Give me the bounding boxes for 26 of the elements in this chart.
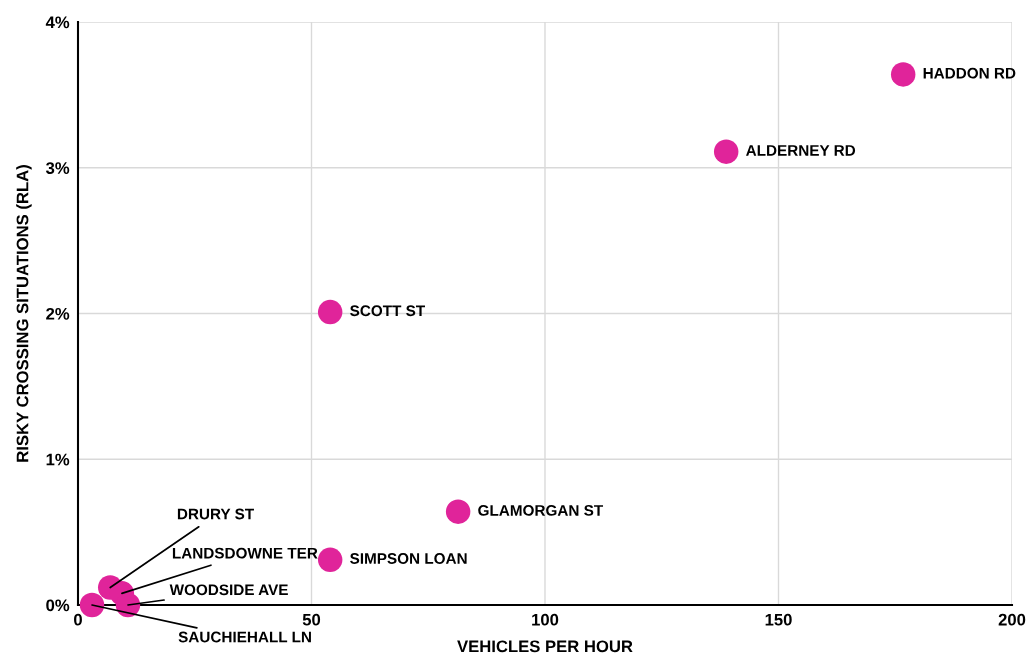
x-axis-title: VEHICLES PER HOUR [457, 640, 633, 653]
x-tick-label: 0 [74, 613, 82, 626]
point [445, 499, 471, 524]
x-tick-label: 150 [765, 613, 792, 626]
y-tick-label: 4% [45, 16, 70, 29]
annotation: LANDSDOWNE TER [172, 547, 318, 559]
annotation: SIMPSON LOAN [350, 553, 467, 564]
x-tick-label: 100 [532, 613, 559, 626]
y-tick-label: 0% [46, 599, 70, 612]
x-tick-label: 50 [302, 613, 321, 626]
annotation: ALDERNEY RD [746, 145, 856, 156]
point [317, 547, 343, 573]
annotation: WOODSIDE AVE [169, 584, 288, 596]
annotation: HADDON RD [923, 67, 1016, 79]
x-tick-label: 200 [998, 613, 1026, 626]
annotation: GLAMORGAN ST [478, 505, 604, 516]
y-tick-label: 3% [45, 162, 70, 174]
point [890, 62, 916, 87]
annotation: DRURY ST [177, 508, 254, 520]
annotation: SAUCHIEHALL LN [178, 631, 311, 643]
point [317, 299, 343, 325]
y-tick-label: 1% [46, 453, 70, 466]
annotation: SCOTT ST [350, 305, 425, 317]
point [713, 139, 739, 164]
y-tick-label: 2% [46, 307, 70, 320]
y-axis-title: RISKY CROSSING SITUATIONS (RLA) [16, 165, 32, 462]
